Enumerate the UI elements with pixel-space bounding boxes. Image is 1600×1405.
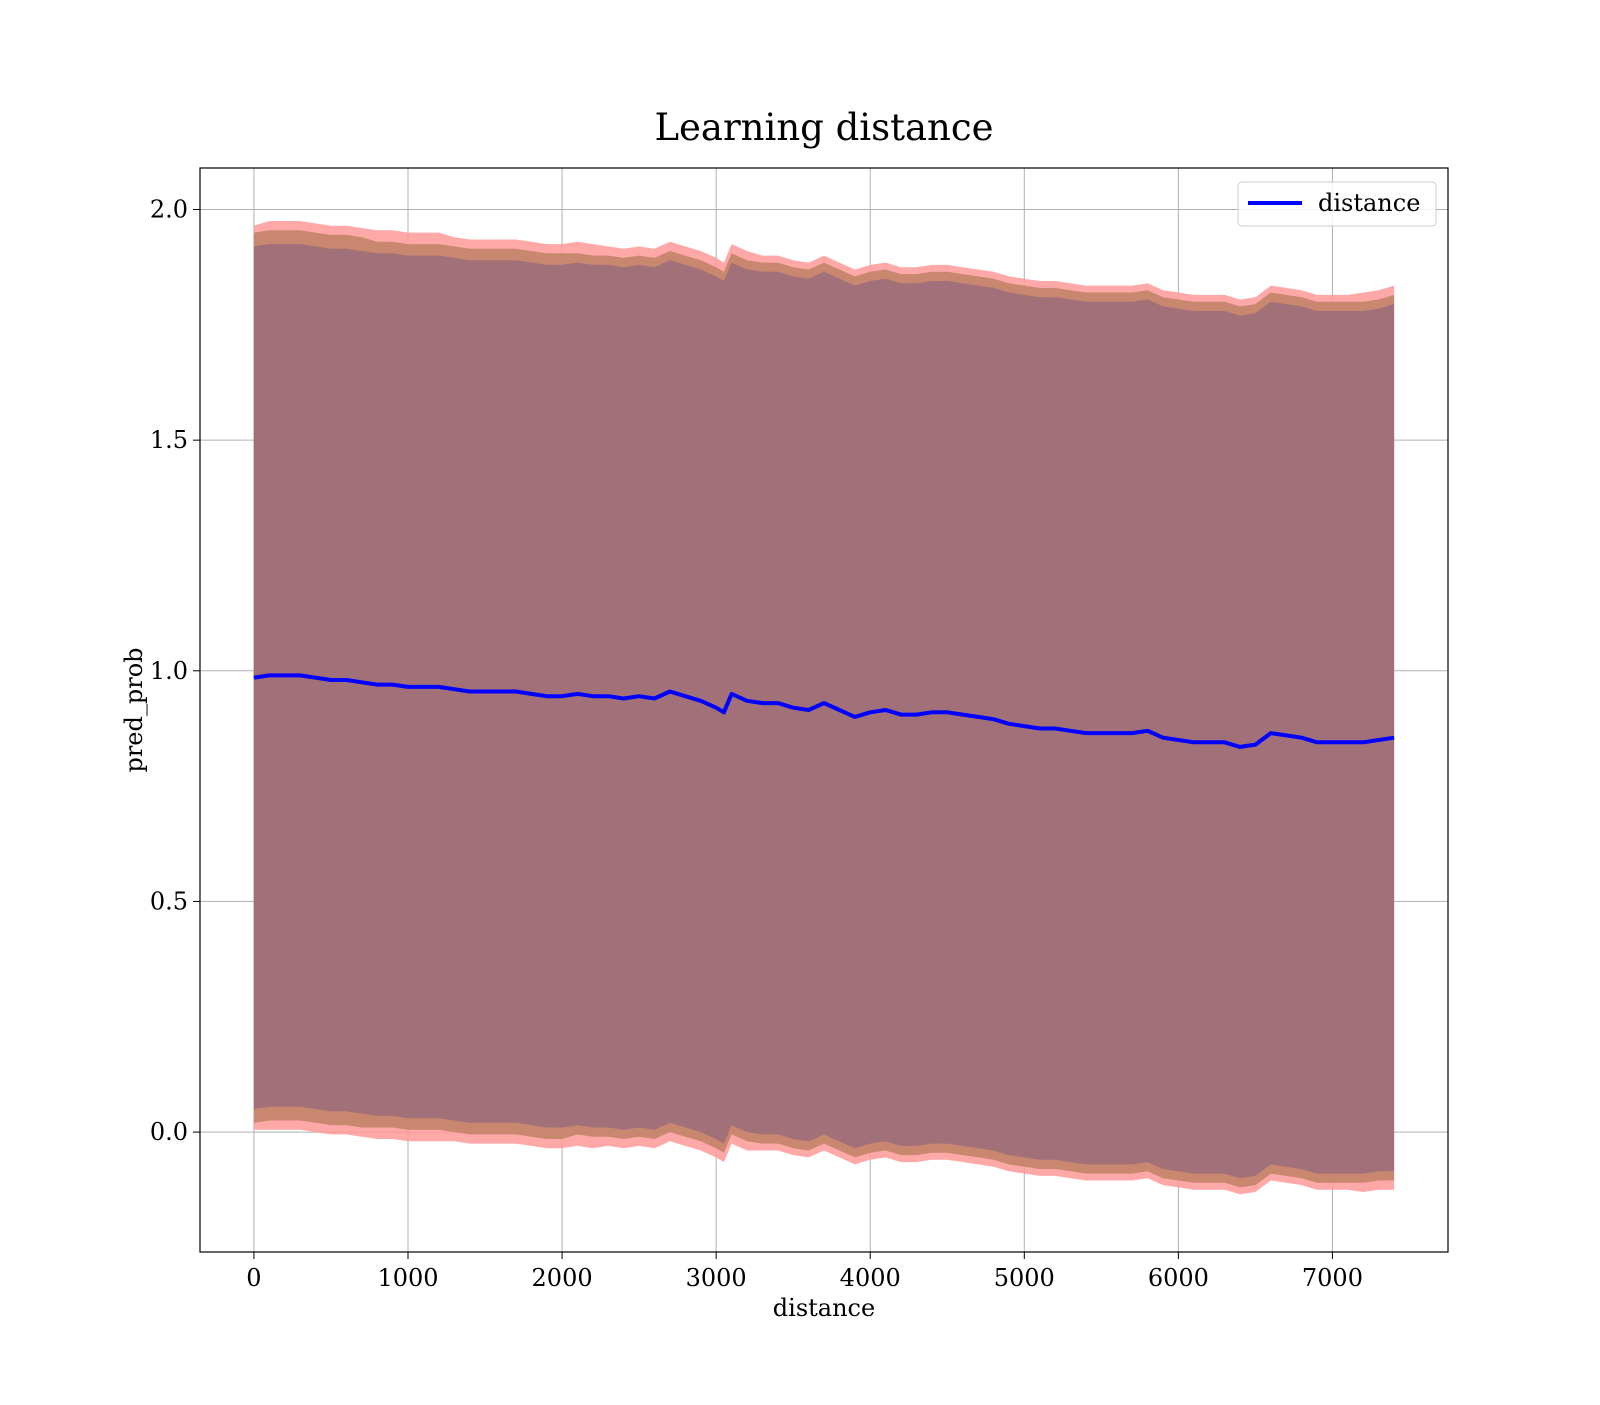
y-tick-label: 2.0 [150,196,188,224]
y-axis-label: pred_prob [120,647,148,772]
x-tick-label: 5000 [994,1264,1055,1292]
y-tick-label: 0.0 [150,1118,188,1146]
x-tick-label: 1000 [377,1264,438,1292]
x-tick-label: 0 [246,1264,261,1292]
y-tick-label: 1.0 [150,657,188,685]
band-inner [253,244,1395,1179]
confidence-bands [253,221,1395,1195]
x-tick-label: 2000 [532,1264,593,1292]
legend: distance [1237,181,1437,227]
x-tick-label: 6000 [1148,1264,1209,1292]
series-line-distance [253,673,1395,749]
x-axis-label: distance [773,1294,875,1322]
series-lines [253,673,1395,749]
plot-frame [199,167,1449,1253]
x-tick-label: 7000 [1302,1264,1363,1292]
chart-title: Learning distance [654,106,993,149]
y-tick-label: 0.5 [150,887,188,915]
axis-ticks: 0 1000 2000 3000 4000 5000 6000 7000 0.0 0.5 1.0 1.… [150,196,1363,1292]
y-tick-label: 1.5 [150,426,188,454]
x-tick-label: 4000 [840,1264,901,1292]
legend-label-distance: distance [1318,189,1420,217]
x-tick-label: 3000 [686,1264,747,1292]
legend-box [1237,181,1437,227]
